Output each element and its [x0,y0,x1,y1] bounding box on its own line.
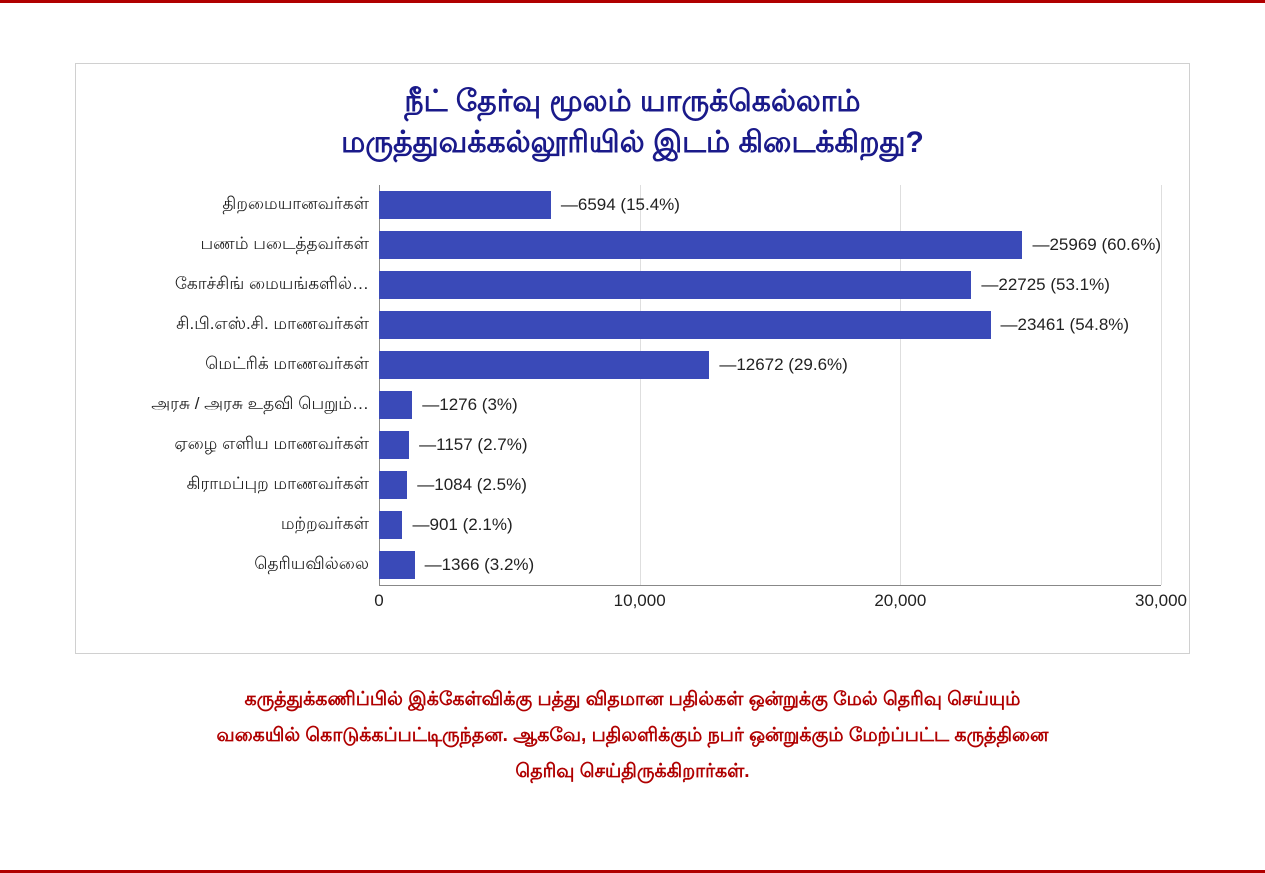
labels-column: திறமையானவர்கள் பணம் படைத்தவர்கள் கோச்சிங் … [104,185,379,585]
category-label-row: கோச்சிங் மையங்களில்… [104,265,379,305]
category-label: பணம் படைத்தவர்கள் [104,234,379,256]
bar-row: —25969 (60.6%) [379,225,1161,265]
value-label: —1157 (2.7%) [419,435,527,455]
category-label-row: பணம் படைத்தவர்கள் [104,225,379,265]
bar [379,271,971,299]
plot-area: —1157 (2.7%) [379,425,1161,465]
bar-row: —1366 (3.2%) [379,545,1161,585]
category-label: மற்றவர்கள் [104,514,379,536]
plot-area: —1276 (3%) [379,385,1161,425]
bar [379,311,991,339]
caption-line2: வகையில் கொடுக்கப்பட்டிருந்தன. ஆகவே, பதில… [95,718,1170,754]
category-label: திறமையானவர்கள் [104,194,379,216]
plot-area: —25969 (60.6%) [379,225,1161,265]
plot-area: —1084 (2.5%) [379,465,1161,505]
title-line1: நீட் தேர்வு மூலம் யாருக்கெல்லாம் [404,85,860,118]
x-tick: 20,000 [874,591,926,611]
bar-row: —22725 (53.1%) [379,265,1161,305]
plot-area: —901 (2.1%) [379,505,1161,545]
bar [379,551,415,579]
bar [379,471,407,499]
bar [379,351,709,379]
bar [379,231,1022,259]
category-label-row: மற்றவர்கள் [104,505,379,545]
bar-row: —6594 (15.4%) [379,185,1161,225]
plot-area: —22725 (53.1%) [379,265,1161,305]
x-axis: 010,00020,00030,000 [104,585,1161,625]
category-label: சி.பி.எஸ்.சி. மாணவர்கள் [104,314,379,336]
value-label: —22725 (53.1%) [981,275,1110,295]
plot-column: —6594 (15.4%) —25969 (60.6%) —22725 (53.1%… [379,185,1161,585]
category-label: தெரியவில்லை [104,554,379,576]
category-label-row: கிராமப்புற மாணவர்கள் [104,465,379,505]
value-label: —901 (2.1%) [412,515,512,535]
value-label: —1276 (3%) [422,395,517,415]
category-label-row: திறமையானவர்கள் [104,185,379,225]
x-tick: 0 [374,591,383,611]
caption: கருத்துக்கணிப்பில் இக்கேள்விக்கு பத்து வ… [75,682,1190,790]
category-label-row: தெரியவில்லை [104,545,379,585]
value-label: —12672 (29.6%) [719,355,848,375]
bar [379,511,402,539]
caption-line3: தெரிவு செய்திருக்கிறார்கள். [95,754,1170,790]
title-line2: மருத்துவக்கல்லூரியில் இடம் கிடைக்கிறது? [341,126,924,159]
axis-plot: 010,00020,00030,000 [379,585,1161,625]
bar-row: —1276 (3%) [379,385,1161,425]
category-label-row: அரசு / அரசு உதவி பெறும்… [104,385,379,425]
x-axis-line [379,585,1161,586]
value-label: —6594 (15.4%) [561,195,680,215]
grid-line [1161,185,1162,585]
bar-row: —23461 (54.8%) [379,305,1161,345]
chart-area: திறமையானவர்கள் பணம் படைத்தவர்கள் கோச்சிங் … [104,185,1161,585]
value-label: —23461 (54.8%) [1001,315,1130,335]
plot-area: —12672 (29.6%) [379,345,1161,385]
plot-area: —1366 (3.2%) [379,545,1161,585]
bar [379,191,551,219]
bar-row: —1157 (2.7%) [379,425,1161,465]
category-label: கிராமப்புற மாணவர்கள் [104,474,379,496]
value-label: —1366 (3.2%) [425,555,535,575]
plot-area: —6594 (15.4%) [379,185,1161,225]
plot-area: —23461 (54.8%) [379,305,1161,345]
category-label-row: ஏழை எளிய மாணவர்கள் [104,425,379,465]
category-label: கோச்சிங் மையங்களில்… [104,274,379,296]
chart-card: நீட் தேர்வு மூலம் யாருக்கெல்லாம் மருத்து… [75,63,1190,654]
category-label-row: சி.பி.எஸ்.சி. மாணவர்கள் [104,305,379,345]
category-label: மெட்ரிக் மாணவர்கள் [104,354,379,376]
chart-title: நீட் தேர்வு மூலம் யாருக்கெல்லாம் மருத்து… [104,82,1161,163]
category-label: ஏழை எளிய மாணவர்கள் [104,434,379,456]
caption-line1: கருத்துக்கணிப்பில் இக்கேள்விக்கு பத்து வ… [95,682,1170,718]
value-label: —25969 (60.6%) [1032,235,1161,255]
category-label: அரசு / அரசு உதவி பெறும்… [104,394,379,416]
x-tick: 10,000 [614,591,666,611]
value-label: —1084 (2.5%) [417,475,527,495]
category-label-row: மெட்ரிக் மாணவர்கள் [104,345,379,385]
bar [379,391,412,419]
bar-row: —901 (2.1%) [379,505,1161,545]
bar [379,431,409,459]
x-tick: 30,000 [1135,591,1187,611]
bar-row: —1084 (2.5%) [379,465,1161,505]
bar-row: —12672 (29.6%) [379,345,1161,385]
